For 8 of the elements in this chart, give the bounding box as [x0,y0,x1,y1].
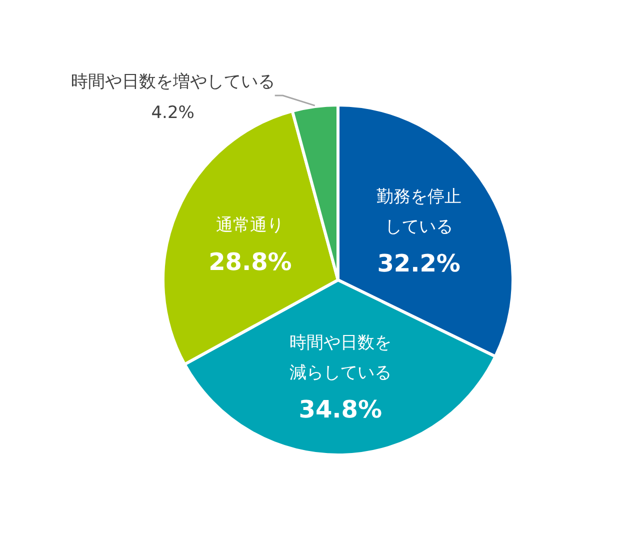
data-label: 32.2% [377,250,460,278]
slice-label: 通常通り [216,215,284,236]
data-label: 4.2% [150,102,196,125]
slice-label: 勤務を停止している [376,187,462,238]
slice-label: 時間や日数を増やしている [70,70,275,94]
data-label: 34.8% [298,395,382,424]
slice-label: 時間や日数を減らしている [289,332,392,383]
data-label: 28.8% [208,248,292,276]
